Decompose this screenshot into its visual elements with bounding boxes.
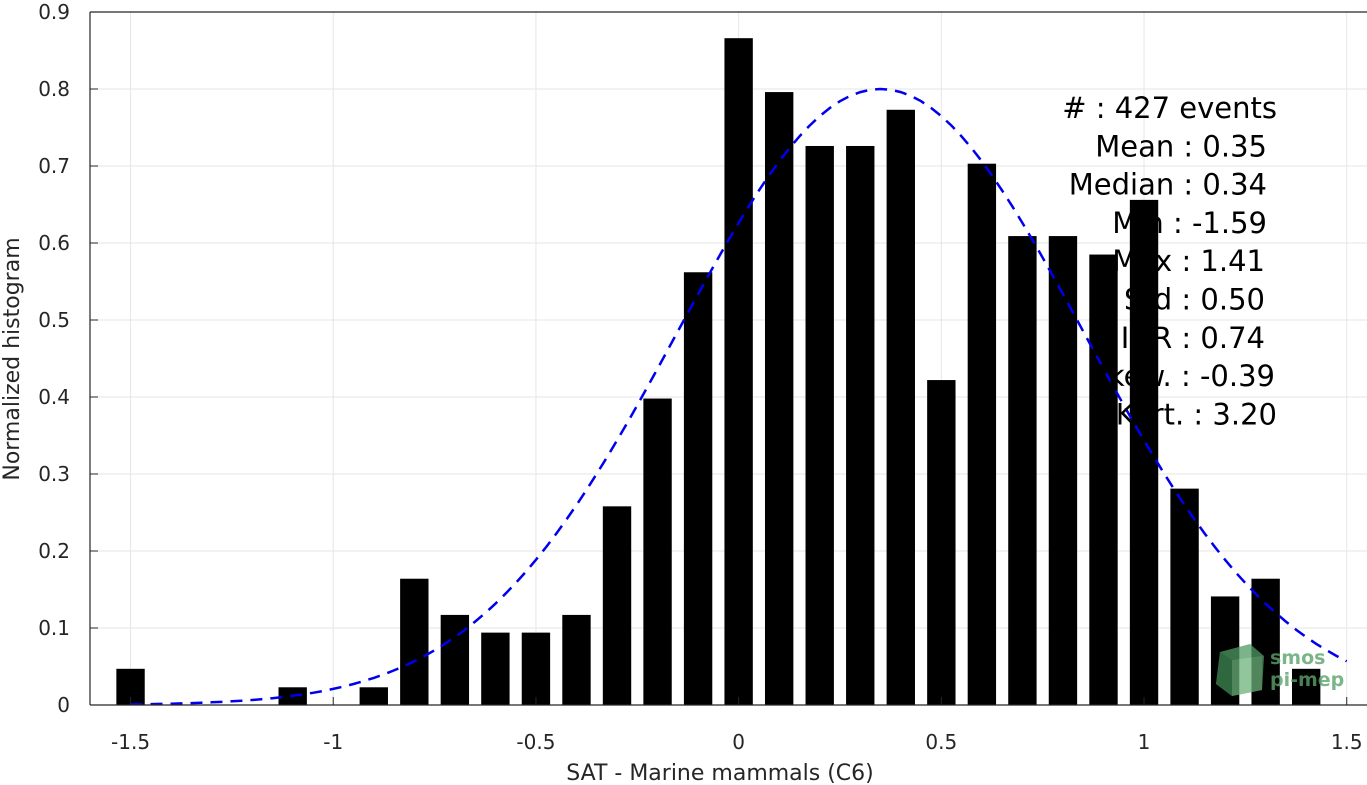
stat-line: Min : -1.59 (1112, 206, 1267, 240)
stat-line: Skew. : -0.39 (1089, 359, 1275, 393)
y-tick-label: 0.4 (38, 385, 70, 409)
x-tick-label: -0.5 (516, 730, 555, 754)
stat-line: Kurt. : 3.20 (1116, 397, 1277, 431)
logo-text-line2: pi-mep (1270, 669, 1344, 691)
statistics-box: # : 427 events Mean : 0.35 Median : 0.34 Mi… (1062, 91, 1277, 431)
x-tick-label: 0 (732, 730, 745, 754)
stat-line: Std : 0.50 (1124, 283, 1265, 317)
stat-line: Mean : 0.35 (1095, 129, 1267, 163)
stat-line: Median : 0.34 (1069, 168, 1267, 202)
histogram-bar (1292, 668, 1321, 705)
histogram-bar (400, 578, 429, 705)
histogram-bar (521, 632, 551, 705)
y-tick-label: 0 (57, 693, 70, 717)
y-axis-label: Normalized histogram (0, 237, 25, 480)
stat-line: Max : 1.41 (1112, 244, 1265, 278)
smos-pimep-logo: smos pi-mep (1216, 644, 1344, 696)
y-tick-label: 0.5 (38, 308, 70, 332)
y-tick-label: 0.2 (38, 539, 70, 563)
histogram-bar (724, 38, 753, 706)
y-tick-label: 0.7 (38, 154, 70, 178)
histogram-bar (967, 163, 997, 705)
histogram-bar (481, 632, 510, 705)
histogram-bar (846, 145, 875, 706)
tick-labels: -1.5 -1 -0.5 0 0.5 1 1.5 0 0.1 0.2 0.3 0.4 0.5 0.6 0.7… (38, 0, 1362, 754)
x-tick-label: -1 (323, 730, 343, 754)
histogram-bar (1008, 236, 1037, 705)
histogram-bar (683, 272, 713, 705)
x-axis-label: SAT - Marine mammals (C6) (566, 761, 874, 785)
histogram-bar (602, 506, 632, 705)
histogram-bar (927, 380, 956, 705)
histogram-bar (359, 687, 388, 705)
x-tick-label: 1 (1138, 730, 1151, 754)
x-tick-label: 1.5 (1331, 730, 1363, 754)
histogram-bars (116, 38, 1321, 706)
histogram-bar (805, 145, 834, 706)
y-tick-label: 0.3 (38, 462, 70, 486)
y-tick-label: 0.6 (38, 231, 70, 255)
y-tick-label: 0.1 (38, 616, 70, 640)
histogram-bar (1089, 254, 1118, 706)
y-tick-label: 0.8 (38, 77, 70, 101)
histogram-bar (562, 614, 591, 705)
histogram-bar (886, 109, 915, 706)
histogram-bar (1048, 236, 1078, 705)
x-tick-label: -1.5 (111, 730, 150, 754)
y-tick-label: 0.9 (38, 0, 70, 24)
histogram-bar (1170, 488, 1199, 705)
stat-line: # : 427 events (1062, 91, 1277, 125)
gaussian-fit-curve (130, 87, 1348, 706)
stat-line: IQR : 0.74 (1121, 321, 1265, 355)
histogram-bar (643, 398, 672, 705)
x-tick-label: 0.5 (925, 730, 957, 754)
logo-cube-icon (1216, 644, 1264, 696)
axes-frame (89, 11, 1367, 706)
fit-curve-layer (130, 87, 1348, 706)
histogram-bar (764, 92, 794, 705)
logo-text-line1: smos (1270, 647, 1325, 669)
histogram-bar (1129, 199, 1159, 705)
